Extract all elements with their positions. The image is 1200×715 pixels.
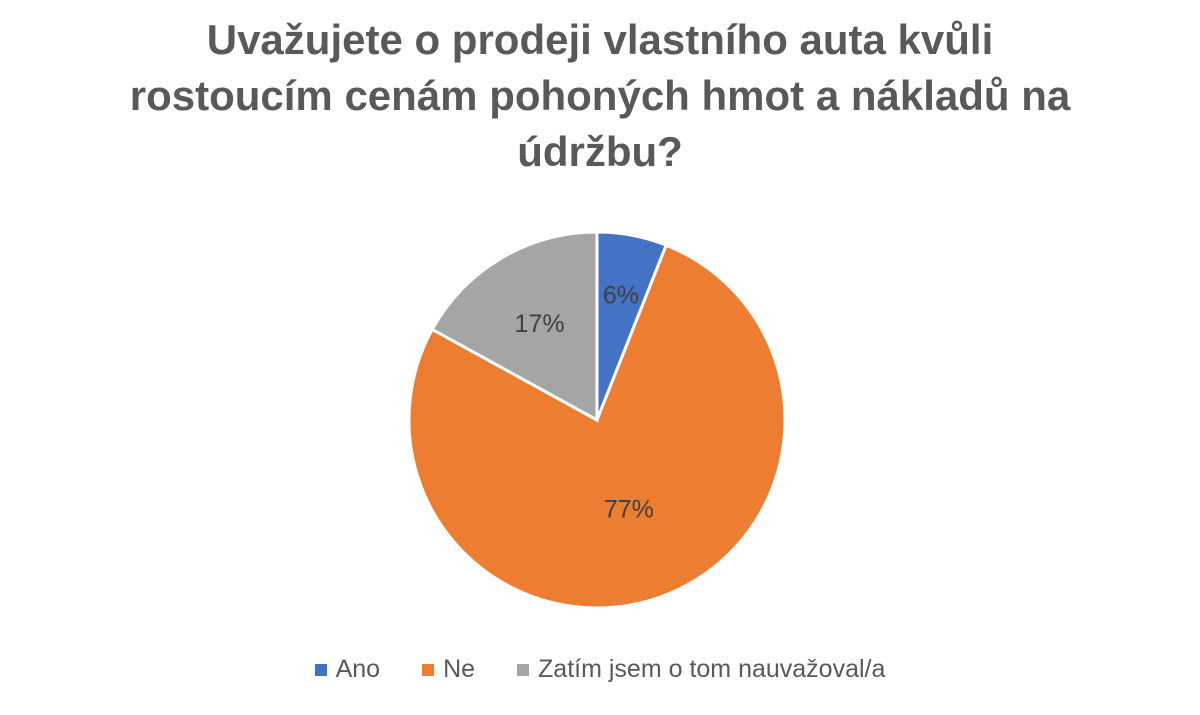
legend-swatch xyxy=(314,663,327,676)
data-label: 17% xyxy=(515,310,565,338)
legend-swatch xyxy=(422,663,435,676)
title-line: údržbu? xyxy=(517,128,683,175)
legend-item-zatim: Zatím jsem o tom nauvažoval/a xyxy=(517,655,885,684)
title-line: rostoucím cenám pohoných hmot a nákladů … xyxy=(129,72,1071,119)
chart-title: Uvažujete o prodeji vlastního auta kvůli… xyxy=(0,12,1200,180)
pie-slice-1 xyxy=(407,243,787,610)
legend-label: Ne xyxy=(443,655,476,683)
legend-label: Zatím jsem o tom nauvažoval/a xyxy=(538,655,886,683)
legend: Ano Ne Zatím jsem o tom nauvažoval/a xyxy=(0,655,1200,684)
legend-item-ano: Ano xyxy=(314,655,381,684)
legend-item-ne: Ne xyxy=(422,655,475,684)
data-label: 77% xyxy=(604,495,654,523)
legend-swatch xyxy=(517,663,530,676)
title-line: Uvažujete o prodeji vlastního auta kvůli xyxy=(206,16,994,63)
data-label: 6% xyxy=(603,281,639,309)
pie-slice-2 xyxy=(430,230,599,423)
legend-label: Ano xyxy=(335,655,381,683)
